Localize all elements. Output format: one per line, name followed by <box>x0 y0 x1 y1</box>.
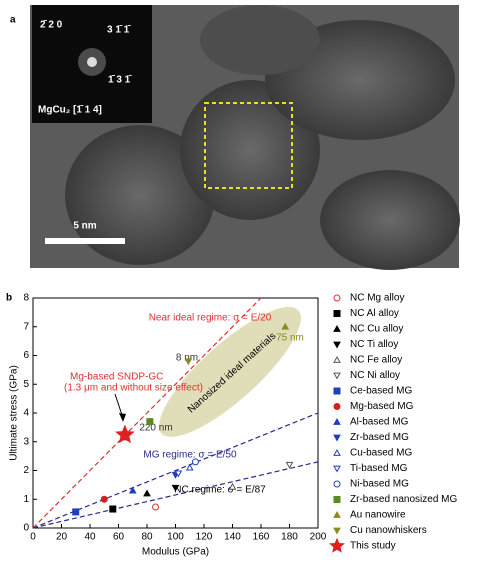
x-axis-label: Modulus (GPa) <box>142 547 209 558</box>
y-tick-label: 1 <box>23 494 29 505</box>
scale-bar-label: 5 nm <box>73 221 96 232</box>
reference-label: MG regime: σ = E/50 <box>143 450 237 461</box>
y-tick-label: 4 <box>23 408 29 419</box>
y-tick-label: 6 <box>23 350 29 361</box>
legend-label: NC Ni alloy <box>350 370 400 381</box>
data-point <box>333 294 341 302</box>
legend-label: NC Ti alloy <box>350 339 398 350</box>
legend-label: NC Fe alloy <box>350 355 402 366</box>
data-point <box>228 482 237 490</box>
x-tick-label: 20 <box>56 532 68 543</box>
x-tick-label: 40 <box>84 532 96 543</box>
y-tick-label: 8 <box>23 293 29 304</box>
legend-label: This study <box>350 541 396 552</box>
x-tick-label: 0 <box>30 532 36 543</box>
legend-label: Al-based MG <box>350 417 409 428</box>
data-point <box>185 463 194 471</box>
data-point <box>333 480 341 488</box>
annotation: 75 nm <box>276 333 304 344</box>
data-point <box>333 403 341 410</box>
data-point <box>143 489 151 497</box>
reference-line <box>32 297 262 529</box>
data-point <box>152 503 160 511</box>
legend-label: Zr-based MG <box>350 432 409 443</box>
data-point <box>333 324 341 332</box>
y-tick-label: 5 <box>23 379 29 390</box>
data-point <box>329 537 345 553</box>
data-point <box>333 372 341 380</box>
x-tick-label: 120 <box>196 532 213 543</box>
reference-line <box>32 461 319 529</box>
legend-label: Ti-based MG <box>350 463 408 474</box>
legend-label: NC Al alloy <box>350 308 399 319</box>
x-tick-label: 160 <box>253 532 270 543</box>
y-tick-label: 2 <box>23 465 29 476</box>
data-point <box>333 310 341 317</box>
data-point <box>100 495 108 503</box>
data-point <box>184 358 193 366</box>
data-point <box>285 461 294 469</box>
y-axis-label: Ultimate stress (GPa) <box>9 365 20 461</box>
spot-label: 3 1̄ 1̄ <box>107 25 131 36</box>
reference-label: NC regime: σ = E/87 <box>174 485 266 496</box>
data-point <box>146 418 154 426</box>
data-point <box>109 505 117 513</box>
x-tick-label: 60 <box>113 532 125 543</box>
data-point <box>333 417 341 425</box>
legend-label: Ni-based MG <box>350 479 409 490</box>
panel-label: b <box>6 293 12 304</box>
legend-label: Mg-based MG <box>350 401 414 412</box>
y-tick-label: 7 <box>23 321 29 332</box>
tem-image <box>30 5 460 270</box>
data-point <box>171 484 180 492</box>
reference-label: Near ideal regime: σ = E/20 <box>149 313 272 324</box>
data-point <box>174 470 183 478</box>
data-point <box>128 486 137 494</box>
data-point <box>191 458 199 466</box>
panel-label: a <box>10 15 16 26</box>
data-point <box>333 387 341 395</box>
spot-label: 2̄ 2 0 <box>40 20 63 31</box>
data-point <box>72 508 80 516</box>
data-point <box>333 434 341 442</box>
legend-label: Au nanowire <box>350 510 406 521</box>
data-point <box>333 448 341 456</box>
x-tick-label: 140 <box>224 532 241 543</box>
legend-label: Ce-based MG <box>350 386 412 397</box>
data-point <box>333 355 341 363</box>
data-point <box>333 527 341 535</box>
data-point <box>333 465 341 473</box>
annotation: (1.3 μm and without size effect) <box>64 383 203 394</box>
legend-label: NC Mg alloy <box>350 293 404 304</box>
x-tick-label: 200 <box>310 532 327 543</box>
inset-title: MgCu₂ [1̄ 1 4] <box>38 105 102 116</box>
legend-label: Zr-based nanosized MG <box>350 494 457 505</box>
y-tick-label: 0 <box>23 523 29 534</box>
arrow-head <box>119 413 126 422</box>
data-point <box>333 510 341 518</box>
x-tick-label: 180 <box>281 532 298 543</box>
data-point <box>333 496 341 503</box>
highlight-region <box>159 307 301 437</box>
x-tick-label: 100 <box>167 532 184 543</box>
x-tick-label: 80 <box>141 532 153 543</box>
data-point <box>333 341 341 349</box>
data-point <box>115 424 135 444</box>
legend-label: NC Cu alloy <box>350 324 403 335</box>
y-tick-label: 3 <box>23 436 29 447</box>
annotation: 220 nm <box>139 423 172 434</box>
annotation: Mg-based SNDP-GC <box>70 372 163 383</box>
legend-label: Cu nanowhiskers <box>350 525 427 536</box>
legend-label: Cu-based MG <box>350 448 412 459</box>
spot-label: 1̄ 3 1̄ <box>108 75 132 86</box>
data-point <box>281 322 290 330</box>
annotation: 8 nm <box>176 353 198 364</box>
